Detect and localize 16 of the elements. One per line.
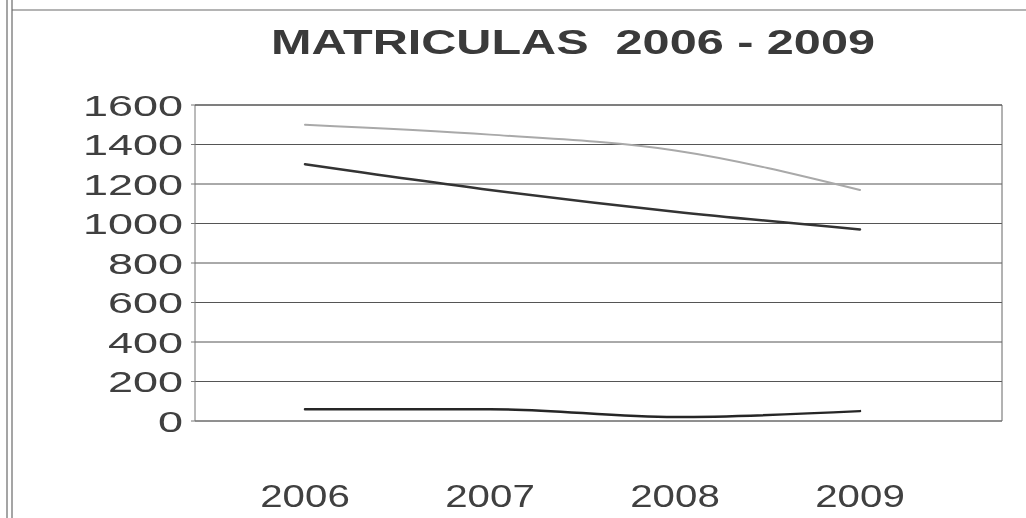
- x-tick-label: 2008: [630, 478, 720, 514]
- y-tick-label: 1600: [82, 88, 183, 122]
- y-tick-label: 0: [157, 404, 183, 438]
- x-tick-label: 2007: [445, 478, 535, 514]
- line-series: [303, 163, 862, 231]
- y-tick-label: 800: [107, 246, 183, 280]
- y-tick-label: 600: [107, 285, 183, 320]
- x-tick-label: 2009: [815, 478, 905, 514]
- y-tick-label: 1000: [82, 206, 183, 241]
- y-tick-label: 1400: [82, 127, 183, 162]
- y-tick-label: 200: [107, 364, 183, 399]
- y-tick-label: 400: [107, 325, 183, 359]
- x-tick-label: 2006: [260, 478, 350, 514]
- y-tick-label: 1200: [82, 167, 183, 201]
- chart-title: MATRICULAS 2006 - 2009: [271, 21, 875, 62]
- line-series: [304, 123, 861, 191]
